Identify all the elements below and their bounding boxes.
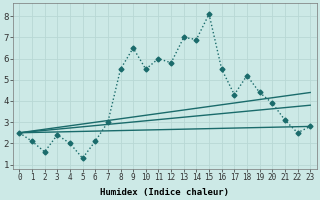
X-axis label: Humidex (Indice chaleur): Humidex (Indice chaleur)	[100, 188, 229, 197]
